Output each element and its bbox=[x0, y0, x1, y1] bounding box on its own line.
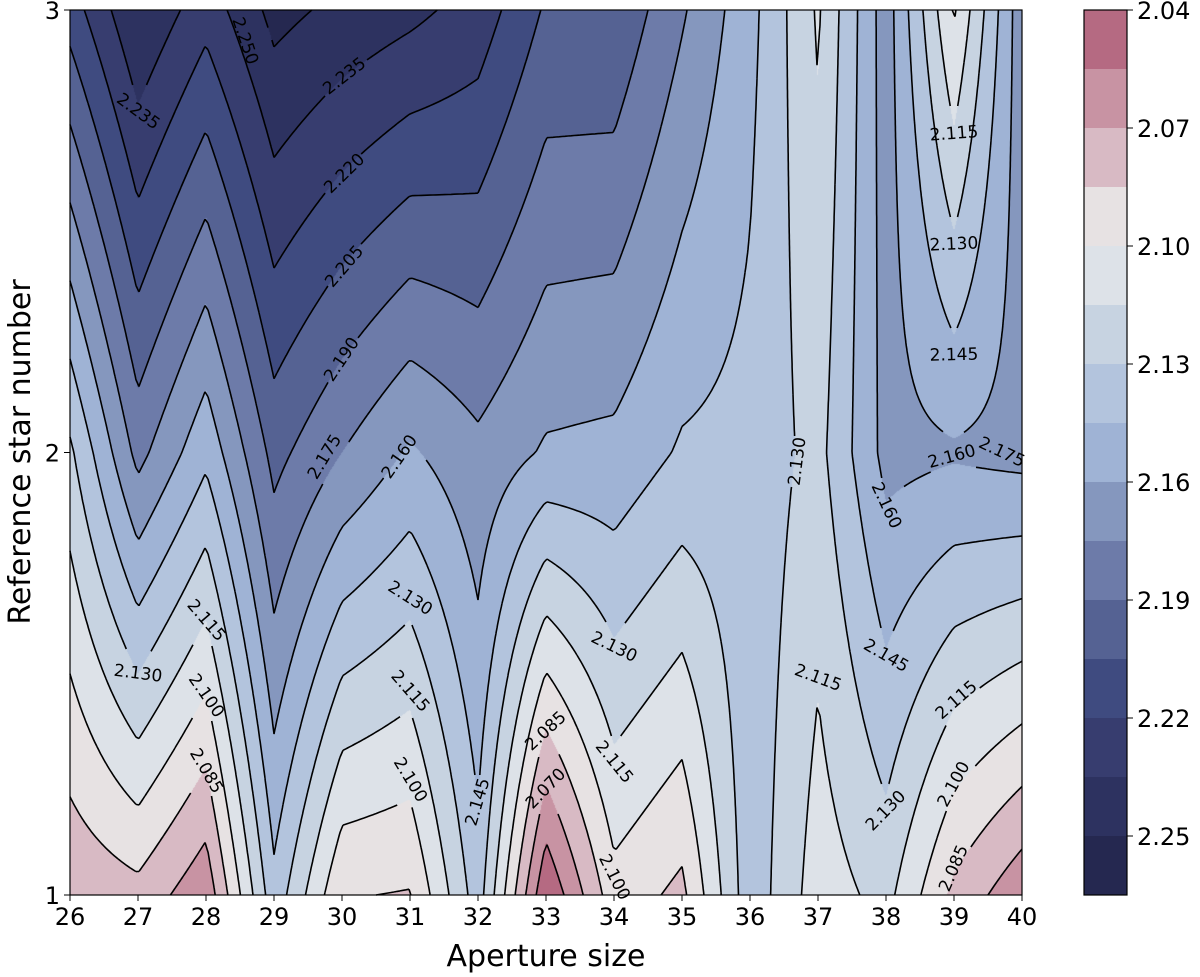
x-tick-label: 28 bbox=[191, 903, 222, 931]
colorbar-tick-label: 2.07 bbox=[1137, 115, 1190, 143]
colorbar-tick-label: 2.22 bbox=[1137, 705, 1190, 733]
colorbar-band bbox=[1084, 541, 1127, 601]
contour-label: 2.160 bbox=[867, 479, 906, 532]
colorbar-tick-label: 2.16 bbox=[1137, 469, 1190, 497]
x-axis-label: Aperture size bbox=[447, 939, 646, 974]
colorbar-band bbox=[1084, 69, 1127, 129]
contour-label: 2.205 bbox=[321, 242, 368, 292]
x-tick-label: 31 bbox=[395, 903, 426, 931]
colorbar-band bbox=[1084, 305, 1127, 365]
x-tick-label: 35 bbox=[667, 903, 698, 931]
contour-label: 2.115 bbox=[792, 660, 845, 696]
contour-line-2.235 bbox=[110, 9, 438, 158]
colorbar-band bbox=[1084, 128, 1127, 188]
contour-line-2.055 bbox=[535, 844, 565, 896]
contour-label: 2.115 bbox=[929, 122, 979, 146]
contour-label: 2.085 bbox=[935, 842, 973, 895]
contour-line-2.130 bbox=[69, 9, 1023, 896]
contour-label: 2.115 bbox=[932, 677, 982, 724]
colorbar-band bbox=[1084, 423, 1127, 483]
contour-label: 2.070 bbox=[522, 764, 570, 813]
x-axis: 26 27 28 29 30 31 32 33 34 35 36 37 38 39 40 bbox=[55, 895, 1038, 931]
colorbar-band bbox=[1084, 777, 1127, 837]
colorbar-tick-label: 2.25 bbox=[1137, 823, 1190, 851]
contour-label: 2.160 bbox=[378, 431, 422, 482]
contour-label: 2.220 bbox=[320, 150, 369, 198]
x-tick-label: 40 bbox=[1007, 903, 1038, 931]
contour-line-2.190 bbox=[69, 9, 649, 493]
contour-label: 2.190 bbox=[320, 334, 364, 386]
colorbar-band bbox=[1084, 364, 1127, 424]
colorbar-band bbox=[1084, 10, 1127, 70]
contour-line-2.070 bbox=[169, 813, 1023, 896]
contour-line-2.085 bbox=[69, 753, 1023, 896]
y-tick-label: 1 bbox=[45, 882, 60, 910]
contour-line-2.115 bbox=[69, 9, 1023, 896]
colorbar-band bbox=[1084, 600, 1127, 660]
contour-fill bbox=[70, 10, 1022, 895]
contour-label: 2.085 bbox=[521, 707, 570, 755]
x-tick-label: 33 bbox=[531, 903, 562, 931]
colorbar-band bbox=[1084, 659, 1127, 719]
x-tick-label: 34 bbox=[599, 903, 630, 931]
contour-label: 2.250 bbox=[227, 15, 262, 68]
colorbar-tick-label: 2.10 bbox=[1137, 233, 1190, 261]
contour-label: 2.130 bbox=[588, 628, 641, 667]
x-tick-label: 36 bbox=[735, 903, 766, 931]
colorbar-band bbox=[1084, 187, 1127, 247]
contour-line-2.205 bbox=[69, 9, 542, 380]
contour-label: 2.130 bbox=[862, 787, 910, 836]
contour-lines bbox=[69, 9, 1023, 896]
x-tick-label: 27 bbox=[123, 903, 154, 931]
colorbar-band bbox=[1084, 718, 1127, 778]
y-axis: 1 2 3 bbox=[45, 0, 70, 910]
contour-line-2.145 bbox=[69, 9, 1023, 855]
contour-label: 2.130 bbox=[384, 577, 436, 620]
contour-label: 2.145 bbox=[929, 345, 978, 366]
contour-label: 2.175 bbox=[975, 433, 1028, 472]
y-tick-label: 3 bbox=[45, 0, 60, 25]
colorbar: 2.04 2.07 2.10 2.13 2.16 2.19 2.22 2.25 bbox=[1083, 0, 1190, 896]
contour-line-2.100 bbox=[69, 9, 1023, 896]
contour-label: 2.145 bbox=[860, 635, 912, 677]
contour-label: 2.160 bbox=[926, 441, 978, 473]
contour-line-2.175 bbox=[69, 9, 688, 614]
x-tick-label: 26 bbox=[55, 903, 86, 931]
x-tick-label: 38 bbox=[871, 903, 902, 931]
contour-label: 2.115 bbox=[183, 596, 230, 646]
x-tick-label: 30 bbox=[327, 903, 358, 931]
x-tick-label: 39 bbox=[939, 903, 970, 931]
contour-label: 2.175 bbox=[304, 431, 346, 483]
contour-label: 2.100 bbox=[934, 758, 975, 810]
x-tick-label: 32 bbox=[463, 903, 494, 931]
colorbar-band bbox=[1084, 836, 1127, 896]
contour-label: 2.235 bbox=[319, 54, 370, 100]
y-axis-label: Reference star number bbox=[3, 279, 38, 625]
contour-label: 2.115 bbox=[591, 737, 637, 787]
colorbar-tick-label: 2.04 bbox=[1137, 0, 1190, 25]
x-tick-label: 29 bbox=[259, 903, 290, 931]
contour-line-2.160 bbox=[69, 9, 1023, 735]
contour-label: 2.130 bbox=[785, 436, 811, 487]
contour-label: 2.115 bbox=[387, 667, 434, 717]
contour-label: 2.130 bbox=[113, 661, 164, 687]
colorbar-tick-label: 2.13 bbox=[1137, 351, 1190, 379]
y-tick-label: 2 bbox=[45, 440, 60, 468]
colorbar-band bbox=[1084, 482, 1127, 542]
colorbar-band bbox=[1084, 246, 1127, 306]
contour-label: 2.130 bbox=[929, 233, 979, 255]
x-tick-label: 37 bbox=[803, 903, 834, 931]
colorbar-frame bbox=[1083, 9, 1128, 896]
contour-line-2.220 bbox=[83, 9, 503, 269]
colorbar-tick-label: 2.19 bbox=[1137, 587, 1190, 615]
contour-line-2.250 bbox=[261, 9, 313, 48]
